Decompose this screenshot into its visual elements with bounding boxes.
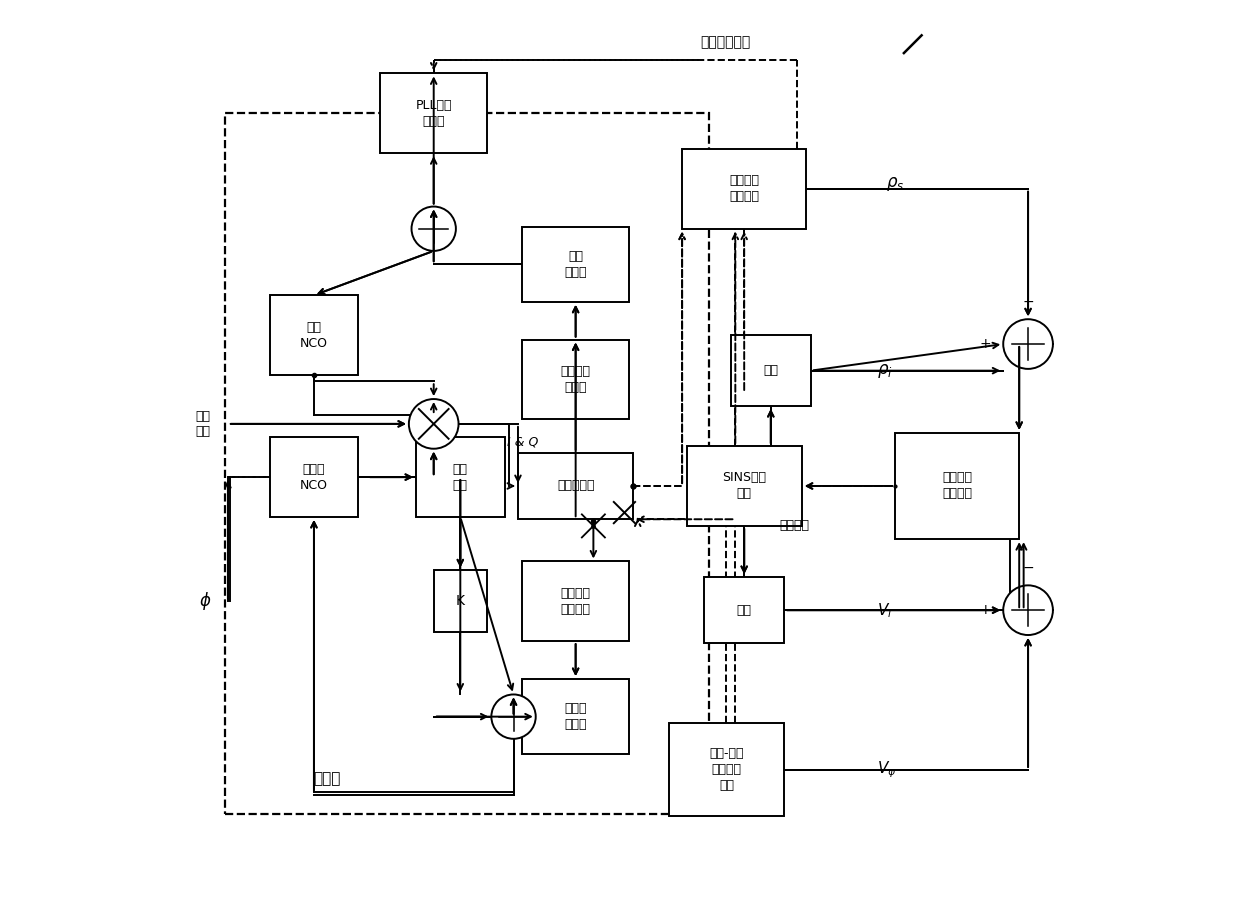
Text: 码环相位
鉴别器: 码环相位 鉴别器 xyxy=(560,365,590,394)
Text: −: − xyxy=(1022,295,1034,308)
Bar xyxy=(381,74,487,153)
Bar xyxy=(522,561,629,642)
Circle shape xyxy=(1003,319,1053,369)
Text: $V_i$: $V_i$ xyxy=(877,601,893,620)
Bar xyxy=(522,226,629,302)
Bar xyxy=(730,335,811,406)
Text: 积分和清零: 积分和清零 xyxy=(557,479,594,493)
Text: I & Q: I & Q xyxy=(507,435,538,448)
Text: 工作模式控制: 工作模式控制 xyxy=(699,35,750,50)
Text: 误差补偿: 误差补偿 xyxy=(780,519,810,532)
Text: 载波环
NCO: 载波环 NCO xyxy=(300,462,327,492)
Bar xyxy=(522,340,629,420)
Text: 载波环
滤波器: 载波环 滤波器 xyxy=(564,702,587,731)
Bar xyxy=(895,432,1019,539)
Text: 跟踪环: 跟踪环 xyxy=(314,771,341,787)
Circle shape xyxy=(412,206,456,250)
Text: 时间-空间
差分载波
相位: 时间-空间 差分载波 相位 xyxy=(709,747,744,792)
Text: K: K xyxy=(456,595,465,608)
Text: $\phi$: $\phi$ xyxy=(198,590,211,613)
Text: 码环
滤波器: 码环 滤波器 xyxy=(564,250,587,278)
Circle shape xyxy=(491,695,536,739)
Text: 组合卡尔
曼滤波器: 组合卡尔 曼滤波器 xyxy=(942,471,972,500)
Text: +: + xyxy=(980,337,991,351)
Text: SINS力学
编排: SINS力学 编排 xyxy=(722,471,766,500)
Circle shape xyxy=(409,399,459,449)
Bar xyxy=(682,149,806,229)
Bar xyxy=(434,570,487,633)
Text: $V_{\varphi}$: $V_{\varphi}$ xyxy=(877,760,897,780)
Text: $\rho_s$: $\rho_s$ xyxy=(887,176,904,194)
Circle shape xyxy=(1003,586,1053,635)
Bar xyxy=(269,296,358,375)
Text: 辅助
频率: 辅助 频率 xyxy=(453,462,467,492)
Text: 中频
信号: 中频 信号 xyxy=(196,410,211,438)
Bar xyxy=(226,114,709,815)
Bar xyxy=(518,452,634,519)
Text: +: + xyxy=(980,603,991,617)
Text: 码环
NCO: 码环 NCO xyxy=(300,321,327,350)
Text: PLL锁定
检测器: PLL锁定 检测器 xyxy=(415,99,451,128)
Bar xyxy=(415,437,505,517)
Text: 伪距: 伪距 xyxy=(764,364,779,378)
Text: −: − xyxy=(1022,560,1034,575)
Bar xyxy=(687,446,802,526)
Text: $\rho_i$: $\rho_i$ xyxy=(877,361,893,379)
Bar xyxy=(668,724,784,816)
Bar xyxy=(704,577,784,643)
Text: 速度: 速度 xyxy=(737,604,751,616)
Text: 载波相位
平滑伪距: 载波相位 平滑伪距 xyxy=(729,174,759,204)
Bar xyxy=(269,437,358,517)
Text: 载波环相
位鉴别器: 载波环相 位鉴别器 xyxy=(560,587,590,615)
Bar xyxy=(522,679,629,754)
